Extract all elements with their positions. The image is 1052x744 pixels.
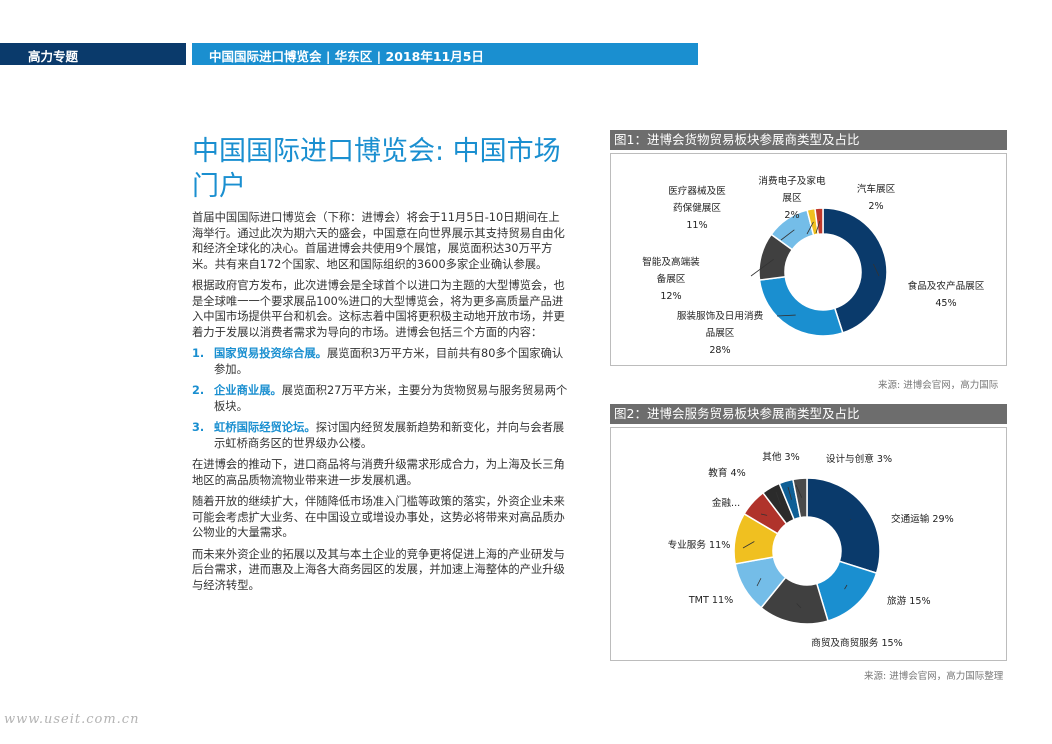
leader-line xyxy=(815,220,821,234)
leader-line xyxy=(844,584,848,590)
section-banner xyxy=(0,43,186,65)
leader-line xyxy=(780,229,795,241)
figure2-chart: 交通运输 29% 旅游 15% 商贸及商贸服务 15% TMT 11% 专业服务 11%… xyxy=(610,427,1007,661)
leader-line xyxy=(750,258,774,277)
paragraph: 首届中国国际进口博览会（下称：进博会）将会于11月5日-10日期间在上海举行。通… xyxy=(192,211,565,271)
pie-slice xyxy=(814,207,824,236)
donut-chart-goods: 食品及农产品展区 45% 服装服饰及日用消费品展区 28% 智能及高端装备展区 12% 医疗… xyxy=(642,175,985,356)
leader-line xyxy=(776,314,796,317)
leader-line xyxy=(787,486,793,500)
list-text: 探讨国内经贸发展新趋势和新变化，并向与会者展示虹桥商务区的世界级办公楼。 xyxy=(214,421,565,450)
leader-line xyxy=(742,541,755,549)
article-body: 首届中国国际进口博览会（下称：进博会）将会于11月5日-10日期间在上海举行。通… xyxy=(192,210,570,599)
pie-slice xyxy=(792,477,808,519)
slice-label: 金融... xyxy=(712,497,740,509)
slice-label: 交通运输 29% xyxy=(891,513,954,525)
slice-label: 食品及农产品展区 45% xyxy=(908,280,985,309)
leader-line xyxy=(849,519,852,521)
figure1-source: 来源: 进博会官网，高力国际 xyxy=(878,380,999,391)
slice-label: 旅游 15% xyxy=(887,595,931,607)
figure1-title: 图1：进博会货物贸易板块参展商类型及占比 xyxy=(610,130,1007,150)
list-highlight: 国家贸易投资综合展。 xyxy=(214,347,327,360)
donut-chart-services: 交通运输 29% 旅游 15% 商贸及商贸服务 15% TMT 11% 专业服务 11%… xyxy=(668,451,954,649)
leader-line xyxy=(756,578,762,587)
leader-line xyxy=(806,221,814,235)
slice-label: 设计与创意 3% xyxy=(826,453,892,465)
paragraph: 在进博会的推动下，进口商品将与消费升级需求形成合力，为上海及长三角地区的高品质物… xyxy=(192,458,565,487)
paragraph: 而未来外资企业的拓展以及其与本土企业的竞争更将促进上海的产业研发与后台需求，进而… xyxy=(192,547,565,592)
list-text: 展览面积3万平方米，目前共有80多个国家确认参加。 xyxy=(214,347,564,376)
list-highlight: 企业商业展。 xyxy=(214,384,282,397)
list-number: 1. xyxy=(192,347,205,360)
pie-slice xyxy=(806,477,881,575)
section-label: 高力专题 xyxy=(28,49,79,64)
figure2-title: 图2：进博会服务贸易板块参展商类型及占比 xyxy=(610,404,1007,424)
slice-label: 其他 3% xyxy=(762,451,799,463)
leader-line xyxy=(760,513,768,516)
list-highlight: 虹桥国际经贸论坛。 xyxy=(214,421,316,434)
slice-label: 医疗器械及医药保健展区 11% xyxy=(668,185,726,231)
pie-slice xyxy=(758,275,844,337)
pie-slice xyxy=(822,207,888,334)
figure2-source: 来源: 进博会官网，高力国际整理 xyxy=(864,671,1004,682)
list-number: 3. xyxy=(192,421,205,434)
list-text: 展览面积27万平方米，主要分为货物贸易与服务贸易两个板块。 xyxy=(214,384,568,413)
list-item: 2. 企业商业展。展览面积27万平方米，主要分为货物贸易与服务贸易两个板块。 xyxy=(192,383,570,414)
slice-label: 教育 4% xyxy=(708,467,745,479)
slice-label: 商贸及商贸服务 15% xyxy=(811,637,903,649)
figure1-chart: 食品及农产品展区 45% 服装服饰及日用消费品展区 28% 智能及高端装备展区 12% 医疗… xyxy=(610,153,1007,366)
slice-label: 消费电子及家电展区 2% xyxy=(758,175,826,221)
leader-line xyxy=(796,603,802,609)
list-item: 3. 虹桥国际经贸论坛。探讨国内经贸发展新趋势和新变化，并向与会者展示虹桥商务区… xyxy=(192,420,570,451)
leader-line xyxy=(795,484,803,498)
slice-label: 智能及高端装备展区 12% xyxy=(642,256,700,302)
watermark: www.useit.com.cn xyxy=(4,712,140,727)
paragraph: 根据政府官方发布，此次进博会是全球首个以进口为主题的大型博览会，也是全球唯一一个… xyxy=(192,279,565,339)
list-item: 1. 国家贸易投资综合展。展览面积3万平方米，目前共有80多个国家确认参加。 xyxy=(192,346,570,377)
list-number: 2. xyxy=(192,384,205,397)
paragraph: 随着开放的继续扩大，伴随降低市场准入门槛等政策的落实，外资企业未来可能会考虑扩大… xyxy=(192,495,565,539)
event-banner xyxy=(192,43,698,65)
article-title: 中国国际进口博览会: 中国市场门户 xyxy=(192,136,561,202)
slice-label: TMT 11% xyxy=(688,595,733,606)
leader-line xyxy=(775,491,781,505)
slice-label: 专业服务 11% xyxy=(668,539,731,551)
slice-label: 服装服饰及日用消费品展区 28% xyxy=(677,310,764,356)
event-banner-text: 中国国际进口博览会 | 华东区 | 2018年11月5日 xyxy=(209,49,484,64)
leader-line xyxy=(873,263,880,277)
slice-label: 汽车展区 2% xyxy=(857,183,896,212)
